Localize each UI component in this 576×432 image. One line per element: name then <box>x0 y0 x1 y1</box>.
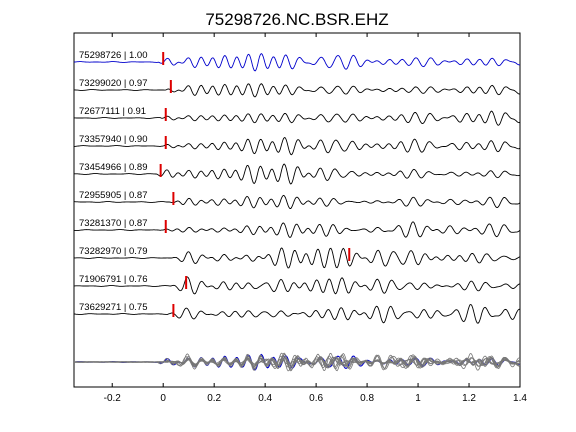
x-tick-label: 1.4 <box>513 393 527 404</box>
trace-line <box>73 221 521 239</box>
trace-label: 73281370 | 0.87 <box>79 218 148 229</box>
x-tick-label: 1.2 <box>462 393 476 404</box>
trace-line <box>73 110 521 126</box>
trace-line <box>74 276 521 295</box>
trace-label: 75298726 | 1.00 <box>79 50 148 61</box>
trace-label: 73299020 | 0.97 <box>79 78 148 89</box>
trace-line <box>73 303 521 324</box>
chart-title: 75298726.NC.BSR.EHZ <box>205 10 388 29</box>
trace-label: 73282970 | 0.79 <box>79 246 148 257</box>
trace-panel: 75298726 | 1.00 73299020 | 0.97 72677111 |… <box>73 50 521 324</box>
x-tick-label: -0.2 <box>104 393 122 404</box>
trace-label: 73454966 | 0.89 <box>79 162 148 173</box>
x-tick-label: 0.2 <box>207 393 221 404</box>
x-axis: -0.2 0 0.2 0.4 0.6 0.8 1 1.2 1.4 <box>104 33 527 404</box>
x-tick-label: 1 <box>415 393 421 404</box>
trace-line <box>74 194 521 209</box>
trace-line <box>74 83 521 98</box>
x-tick-label: 0.8 <box>360 393 374 404</box>
trace-label: 72677111 | 0.91 <box>79 106 146 117</box>
x-tick-label: 0.4 <box>258 393 272 404</box>
x-tick-label: 0 <box>160 393 166 404</box>
trace-line <box>74 247 521 269</box>
plot-area-frame <box>73 32 521 388</box>
trace-label: 71906791 | 0.76 <box>79 274 148 285</box>
x-tick-label: 0.6 <box>309 393 323 404</box>
stack-trace-line <box>73 353 521 371</box>
trace-label: 73357940 | 0.90 <box>79 134 148 145</box>
trace-line <box>74 136 521 156</box>
trace-label: 72955905 | 0.87 <box>79 190 148 201</box>
stacked-traces <box>73 352 521 372</box>
trace-line <box>73 53 521 72</box>
trace-line <box>74 163 521 185</box>
trace-label: 73629271 | 0.75 <box>79 302 148 313</box>
